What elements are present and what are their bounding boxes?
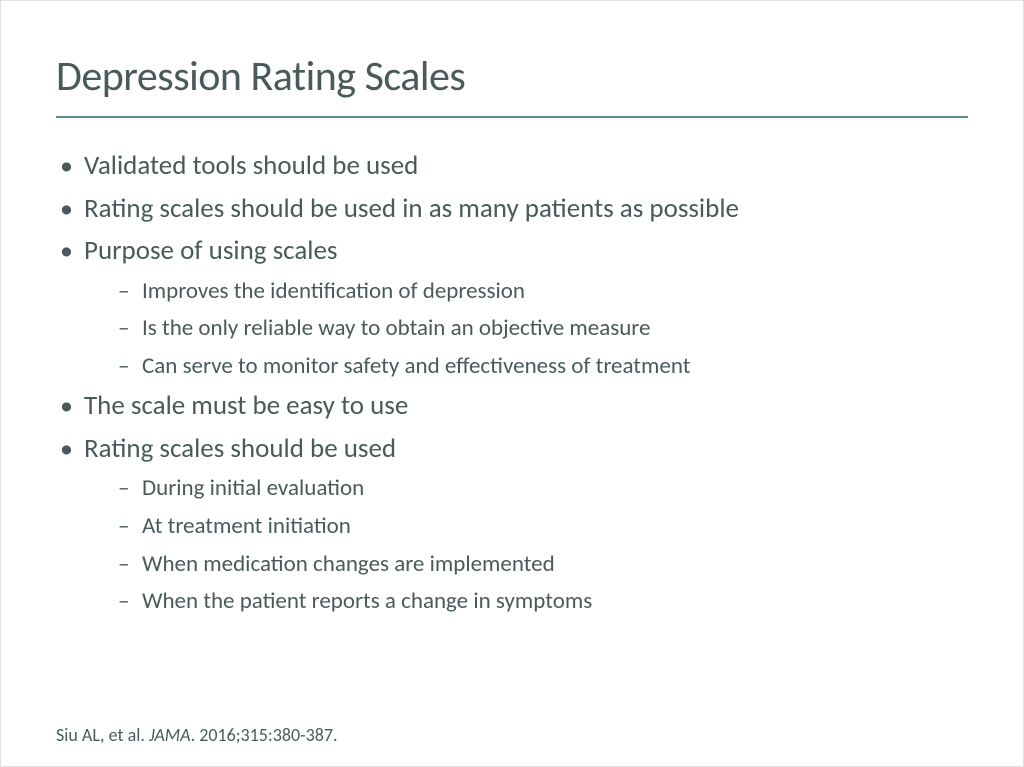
bullet-list-level2: During initial evaluation At treatment i…	[112, 471, 968, 620]
slide-title: Depression Rating Scales	[56, 51, 968, 118]
bullet-text: The scale must be easy to use	[84, 389, 408, 422]
citation-prefix: Siu AL, et al.	[56, 724, 149, 746]
sub-bullet-item: When the patient reports a change in sym…	[112, 584, 968, 620]
bullet-item: Validated tools should be used	[56, 146, 968, 187]
sub-bullet-item: Improves the identification of depressio…	[112, 274, 968, 310]
bullet-list-level1: Validated tools should be used Rating sc…	[56, 146, 968, 620]
bullet-text: Purpose of using scales	[84, 234, 337, 267]
citation: Siu AL, et al. JAMA. 2016;315:380-387.	[56, 724, 338, 746]
bullet-list-level2: Improves the identification of depressio…	[112, 274, 968, 385]
sub-bullet-item: Is the only reliable way to obtain an ob…	[112, 311, 968, 347]
slide-content: Validated tools should be used Rating sc…	[56, 146, 968, 620]
citation-journal: JAMA	[149, 724, 191, 746]
sub-bullet-item: When medication changes are implemented	[112, 547, 968, 583]
bullet-text: Rating scales should be used	[84, 432, 396, 465]
bullet-item: Purpose of using scales Improves the ide…	[56, 231, 968, 384]
bullet-text: Validated tools should be used	[84, 149, 418, 182]
bullet-item: Rating scales should be used in as many …	[56, 189, 968, 230]
citation-suffix: . 2016;315:380-387.	[191, 724, 338, 746]
sub-bullet-item: During initial evaluation	[112, 471, 968, 507]
bullet-item: The scale must be easy to use	[56, 386, 968, 427]
sub-bullet-item: At treatment initiation	[112, 509, 968, 545]
sub-bullet-item: Can serve to monitor safety and effectiv…	[112, 349, 968, 385]
bullet-text: Rating scales should be used in as many …	[84, 192, 739, 225]
bullet-item: Rating scales should be used During init…	[56, 429, 968, 620]
